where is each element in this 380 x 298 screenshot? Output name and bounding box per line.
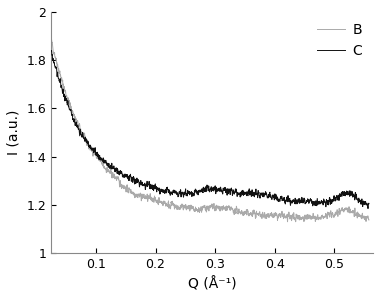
C [195, 190, 200, 194]
B [299, 217, 304, 220]
Y-axis label: I (a.u.): I (a.u.) [7, 110, 21, 155]
C [49, 49, 54, 52]
C [357, 200, 362, 203]
B [358, 215, 362, 218]
B [357, 214, 362, 217]
Line: C: C [51, 50, 369, 209]
C [65, 101, 70, 104]
C [366, 207, 370, 210]
X-axis label: Q (Å⁻¹): Q (Å⁻¹) [188, 277, 236, 291]
B [367, 218, 371, 222]
B [65, 98, 70, 102]
B [49, 38, 54, 41]
Line: B: B [51, 39, 369, 222]
C [299, 200, 304, 203]
B [285, 220, 290, 224]
C [204, 188, 208, 192]
C [49, 49, 54, 53]
B [203, 207, 208, 210]
Legend: B, C: B, C [313, 19, 366, 62]
C [367, 201, 371, 205]
B [195, 208, 200, 211]
C [358, 198, 362, 202]
